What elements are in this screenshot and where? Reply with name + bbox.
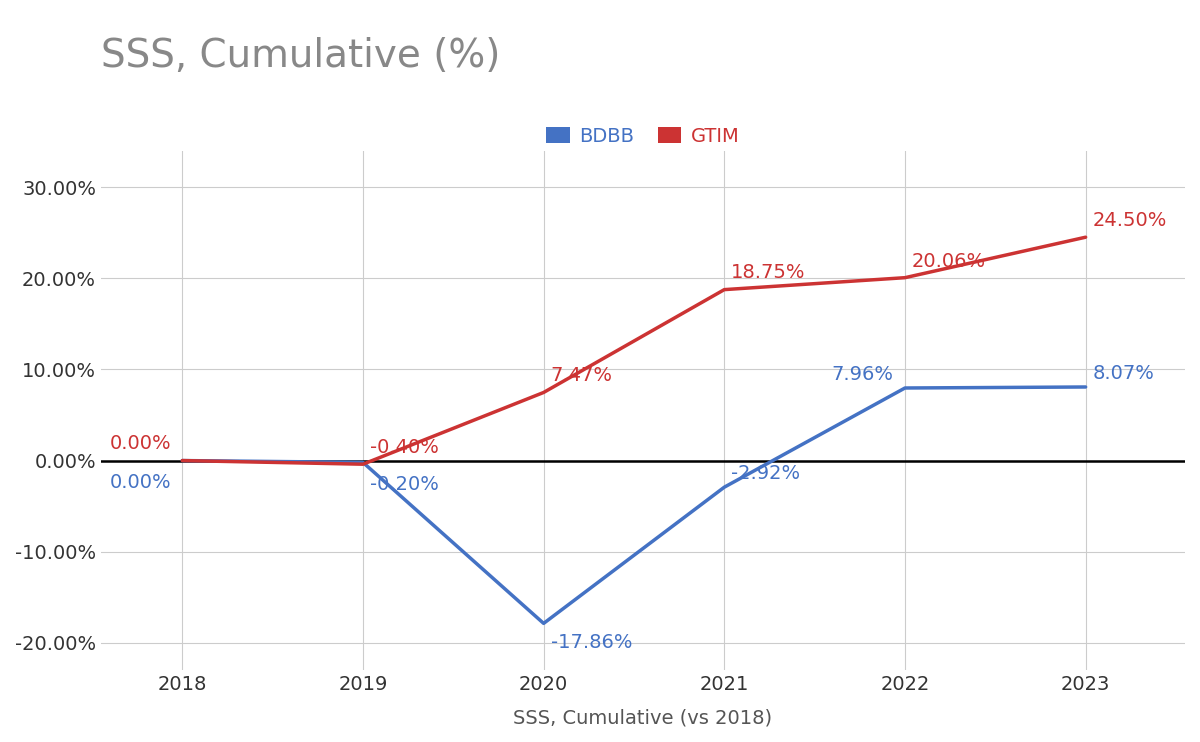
Text: 0.00%: 0.00% bbox=[109, 434, 172, 453]
Text: -2.92%: -2.92% bbox=[731, 464, 800, 483]
Legend: BDBB, GTIM: BDBB, GTIM bbox=[539, 119, 748, 154]
Text: 18.75%: 18.75% bbox=[731, 263, 805, 283]
GTIM bbox=[1079, 233, 1093, 242]
GTIM bbox=[175, 456, 190, 465]
Text: SSS, Cumulative (%): SSS, Cumulative (%) bbox=[101, 37, 500, 75]
Text: -0.40%: -0.40% bbox=[370, 438, 439, 457]
GTIM bbox=[718, 285, 732, 294]
Text: -17.86%: -17.86% bbox=[551, 634, 632, 652]
BDBB bbox=[355, 458, 370, 467]
GTIM bbox=[355, 460, 370, 469]
GTIM bbox=[898, 273, 912, 282]
Text: 7.96%: 7.96% bbox=[832, 364, 894, 384]
GTIM bbox=[536, 388, 551, 397]
BDBB bbox=[718, 483, 732, 492]
Line: BDBB: BDBB bbox=[182, 387, 1086, 623]
Text: 0.00%: 0.00% bbox=[109, 473, 172, 492]
Text: 8.07%: 8.07% bbox=[1092, 364, 1154, 383]
X-axis label: SSS, Cumulative (vs 2018): SSS, Cumulative (vs 2018) bbox=[514, 708, 773, 727]
BDBB bbox=[175, 456, 190, 465]
BDBB bbox=[898, 384, 912, 393]
Text: 20.06%: 20.06% bbox=[912, 252, 986, 271]
Text: 7.47%: 7.47% bbox=[551, 367, 612, 385]
BDBB bbox=[536, 619, 551, 628]
Text: -0.20%: -0.20% bbox=[370, 475, 439, 494]
Line: GTIM: GTIM bbox=[182, 237, 1086, 464]
BDBB bbox=[1079, 383, 1093, 392]
Text: 24.50%: 24.50% bbox=[1092, 211, 1166, 230]
